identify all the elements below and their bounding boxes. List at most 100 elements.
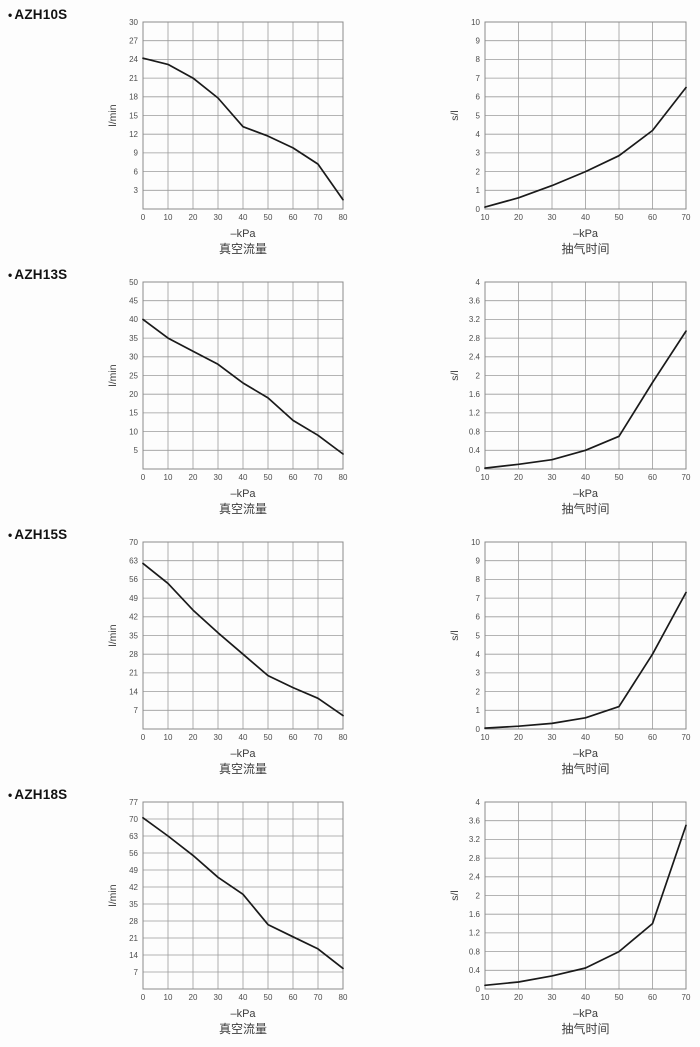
svg-text:10: 10 xyxy=(164,213,173,222)
svg-text:3.2: 3.2 xyxy=(469,835,481,844)
product-section-azh18s: • AZH18S 7 14 21 28 35 42 49 56 63 70 77 0 10 20 30 40 50… xyxy=(0,780,700,1047)
svg-text:1.2: 1.2 xyxy=(469,409,481,418)
svg-text:1.6: 1.6 xyxy=(469,910,481,919)
svg-text:l/min: l/min xyxy=(107,624,119,646)
svg-text:60: 60 xyxy=(289,473,298,482)
svg-text:–kPa: –kPa xyxy=(230,748,256,760)
product-title-label: AZH13S xyxy=(14,267,68,282)
svg-text:–kPa: –kPa xyxy=(573,228,599,240)
svg-text:–kPa: –kPa xyxy=(230,1008,256,1020)
svg-text:70: 70 xyxy=(682,213,691,222)
svg-text:80: 80 xyxy=(339,473,348,482)
svg-text:20: 20 xyxy=(514,993,523,1002)
svg-text:抽气时间: 抽气时间 xyxy=(561,241,609,256)
svg-text:60: 60 xyxy=(289,993,298,1002)
product-section-azh13s: • AZH13S 5 10 15 20 25 30 35 40 45 50 0 10 20 30 40 50 60… xyxy=(0,260,700,520)
svg-text:6: 6 xyxy=(476,93,481,102)
svg-text:2.4: 2.4 xyxy=(469,873,481,882)
evacuation-time-chart-azh13s: 0 0.4 0.8 1.2 1.6 2 2.4 2.8 3.2 3.6 4 10 20 30 40 50 60 7… xyxy=(440,270,700,520)
svg-text:21: 21 xyxy=(129,669,138,678)
svg-text:10: 10 xyxy=(471,538,480,547)
svg-text:20: 20 xyxy=(189,733,198,742)
svg-text:–kPa: –kPa xyxy=(573,1008,599,1020)
svg-text:l/min: l/min xyxy=(107,364,119,386)
svg-text:50: 50 xyxy=(615,473,624,482)
svg-text:7: 7 xyxy=(476,74,481,83)
svg-text:18: 18 xyxy=(129,93,138,102)
svg-text:4: 4 xyxy=(476,798,481,807)
svg-text:真空流量: 真空流量 xyxy=(219,502,267,516)
svg-text:10: 10 xyxy=(481,733,490,742)
svg-text:50: 50 xyxy=(615,213,624,222)
svg-text:28: 28 xyxy=(129,650,138,659)
svg-text:25: 25 xyxy=(129,371,138,380)
vacuum-flow-chart-azh18s: 7 14 21 28 35 42 49 56 63 70 77 0 10 20 30 40 50 60 70 80 l/… xyxy=(100,790,360,1040)
svg-text:2: 2 xyxy=(476,371,481,380)
svg-text:0: 0 xyxy=(476,465,481,474)
svg-text:10: 10 xyxy=(164,733,173,742)
svg-text:30: 30 xyxy=(214,213,223,222)
svg-text:真空流量: 真空流量 xyxy=(219,242,267,256)
product-title-label: AZH18S xyxy=(14,787,68,802)
svg-text:60: 60 xyxy=(648,473,657,482)
svg-text:1: 1 xyxy=(476,706,481,715)
svg-text:40: 40 xyxy=(581,473,590,482)
product-title-azh10s: • AZH10S xyxy=(8,7,67,22)
svg-text:14: 14 xyxy=(129,687,138,696)
vacuum-flow-chart-azh13s: 5 10 15 20 25 30 35 40 45 50 0 10 20 30 40 50 60 70 80 l/mi… xyxy=(100,270,360,520)
svg-text:40: 40 xyxy=(581,733,590,742)
svg-text:63: 63 xyxy=(129,557,138,566)
svg-text:0.4: 0.4 xyxy=(469,446,481,455)
svg-text:s/l: s/l xyxy=(449,630,461,641)
svg-text:7: 7 xyxy=(476,594,481,603)
vacuum-flow-chart-azh10s: 3 6 9 12 15 18 21 24 27 30 0 10 20 30 40 50 60 70 80 l/min –… xyxy=(100,10,360,260)
svg-text:15: 15 xyxy=(129,111,138,120)
vacuum-flow-chart-azh15s: 7 14 21 28 35 42 49 56 63 70 0 10 20 30 40 50 60 70 80 l/mi… xyxy=(100,530,360,780)
svg-text:2.4: 2.4 xyxy=(469,353,481,362)
svg-text:0: 0 xyxy=(476,205,481,214)
svg-text:1: 1 xyxy=(476,186,481,195)
azh18s-evacuation-time-svg: 0 0.4 0.8 1.2 1.6 2 2.4 2.8 3.2 3.6 4 10 20 30 40 50 60 7… xyxy=(449,798,691,1036)
svg-text:3: 3 xyxy=(476,669,481,678)
svg-text:6: 6 xyxy=(476,613,481,622)
svg-text:49: 49 xyxy=(129,866,138,875)
svg-text:70: 70 xyxy=(129,815,138,824)
bullet-icon: • xyxy=(8,788,13,802)
svg-text:45: 45 xyxy=(129,297,138,306)
svg-text:9: 9 xyxy=(476,37,481,46)
svg-text:5: 5 xyxy=(476,111,481,120)
svg-text:24: 24 xyxy=(129,55,138,64)
svg-text:0: 0 xyxy=(141,733,146,742)
svg-text:30: 30 xyxy=(129,353,138,362)
bullet-icon: • xyxy=(8,528,13,542)
svg-text:2: 2 xyxy=(476,167,481,176)
svg-text:40: 40 xyxy=(239,733,248,742)
svg-text:50: 50 xyxy=(129,278,138,287)
azh13s-vacuum-flow-svg: 5 10 15 20 25 30 35 40 45 50 0 10 20 30 40 50 60 70 80 l/mi… xyxy=(107,278,348,516)
svg-text:0: 0 xyxy=(141,993,146,1002)
svg-text:50: 50 xyxy=(264,993,273,1002)
svg-text:3.6: 3.6 xyxy=(469,817,481,826)
svg-text:0.8: 0.8 xyxy=(469,427,481,436)
svg-text:30: 30 xyxy=(548,993,557,1002)
svg-text:0: 0 xyxy=(476,725,481,734)
svg-text:30: 30 xyxy=(214,993,223,1002)
svg-text:50: 50 xyxy=(615,993,624,1002)
svg-text:2: 2 xyxy=(476,891,481,900)
svg-text:60: 60 xyxy=(648,733,657,742)
svg-text:9: 9 xyxy=(476,557,481,566)
svg-text:42: 42 xyxy=(129,883,138,892)
svg-text:20: 20 xyxy=(189,473,198,482)
svg-text:2.8: 2.8 xyxy=(469,854,481,863)
svg-text:30: 30 xyxy=(129,18,138,27)
svg-text:10: 10 xyxy=(129,427,138,436)
svg-text:4: 4 xyxy=(476,650,481,659)
svg-text:50: 50 xyxy=(264,213,273,222)
svg-text:0.4: 0.4 xyxy=(469,966,481,975)
svg-text:–kPa: –kPa xyxy=(573,488,599,500)
svg-text:10: 10 xyxy=(471,18,480,27)
svg-text:3: 3 xyxy=(476,149,481,158)
svg-text:s/l: s/l xyxy=(449,890,461,901)
